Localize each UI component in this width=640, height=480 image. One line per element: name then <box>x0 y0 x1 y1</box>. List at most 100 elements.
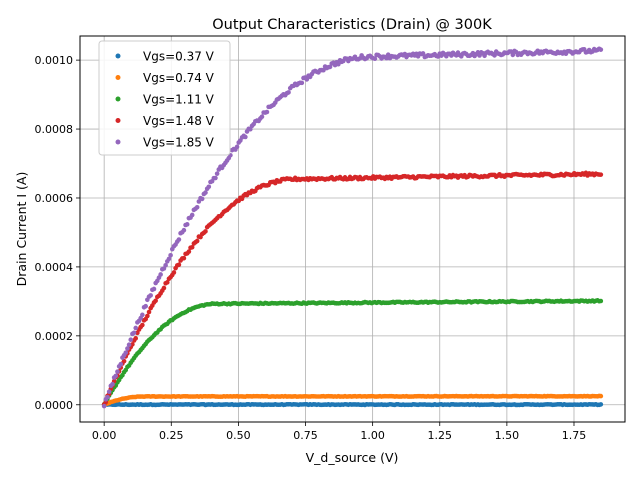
data-point <box>151 286 157 292</box>
y-tick-label: 0.0000 <box>35 399 74 412</box>
data-point <box>130 342 135 347</box>
data-point <box>168 253 173 258</box>
data-point <box>492 53 497 58</box>
data-point <box>166 256 172 262</box>
series-3 <box>101 298 604 407</box>
data-point <box>304 77 310 82</box>
legend-label: Vgs=0.74 V <box>143 71 215 85</box>
data-point <box>189 212 195 218</box>
data-point <box>163 263 168 268</box>
data-point <box>420 51 426 56</box>
data-point <box>158 272 163 277</box>
data-point <box>126 342 132 348</box>
data-point <box>203 229 208 234</box>
x-tick-label: 1.50 <box>495 429 520 442</box>
data-point <box>598 402 604 407</box>
y-axis-label: Drain Current I (A) <box>14 172 29 287</box>
data-point <box>125 346 130 351</box>
y-tick-label: 0.0004 <box>35 261 74 274</box>
data-point <box>186 249 192 254</box>
legend-marker <box>115 75 121 80</box>
data-point <box>181 227 187 233</box>
data-point <box>181 255 187 261</box>
series-layer <box>101 46 604 409</box>
legend-marker <box>115 53 121 59</box>
y-tick-label: 0.0010 <box>35 54 74 67</box>
data-point <box>148 293 153 298</box>
legend-marker <box>115 96 121 102</box>
plot-frame <box>79 35 626 423</box>
data-point <box>598 298 604 304</box>
data-point <box>194 238 200 244</box>
data-point <box>143 303 148 309</box>
data-point <box>153 298 158 304</box>
data-point <box>243 134 248 140</box>
data-point <box>336 61 341 67</box>
data-point <box>286 90 291 95</box>
y-tick-label: 0.0006 <box>35 192 74 205</box>
x-tick-label: 0.25 <box>159 429 184 442</box>
data-point <box>105 394 110 400</box>
data-point <box>118 361 124 367</box>
data-point <box>184 222 190 227</box>
y-tick-label: 0.0002 <box>35 330 74 343</box>
series-1 <box>101 401 604 408</box>
data-point <box>214 171 220 176</box>
legend-label: Vgs=1.85 V <box>143 136 215 150</box>
legend-box <box>98 40 231 156</box>
data-point <box>199 196 205 202</box>
x-tick-label: 1.25 <box>428 429 453 442</box>
series-2 <box>101 393 604 407</box>
legend-marker <box>115 118 121 123</box>
data-point <box>299 80 305 86</box>
data-point <box>321 67 326 73</box>
data-point <box>121 358 127 364</box>
data-point <box>123 350 129 355</box>
data-point <box>133 336 139 341</box>
legend-label: Vgs=0.37 V <box>143 50 215 64</box>
x-tick-label: 1.00 <box>360 429 385 442</box>
data-point <box>161 285 167 291</box>
legend-label: Vgs=1.48 V <box>143 114 215 128</box>
legend: Vgs=0.37 V Vgs=0.74 V Vgs=1.11 V Vgs=1.48 V… <box>98 40 231 156</box>
data-point <box>264 109 270 115</box>
data-point <box>384 55 389 61</box>
x-tick-label: 0.50 <box>226 429 251 442</box>
data-point <box>234 144 240 150</box>
data-point <box>106 389 112 395</box>
data-point <box>115 369 120 374</box>
data-point <box>194 204 200 210</box>
x-tick-label: 0.00 <box>92 429 117 442</box>
data-point <box>372 56 378 61</box>
data-point <box>510 52 516 58</box>
axis-ticks: 0.00 0.25 0.50 0.75 1.00 1.25 1.50 1.75 0.0000 0.… <box>35 54 587 442</box>
data-point <box>140 312 145 318</box>
x-axis-label: V_d_source (V) <box>306 450 399 465</box>
data-point <box>146 309 152 315</box>
data-point <box>110 381 115 387</box>
data-point <box>145 313 150 319</box>
chart-title: Output Characteristics (Drain) @ 300K <box>212 17 492 33</box>
x-tick-label: 1.75 <box>562 429 587 442</box>
data-point <box>213 175 218 181</box>
x-tick-label: 0.75 <box>293 429 318 442</box>
data-point <box>176 237 182 242</box>
data-point <box>598 172 604 177</box>
data-point <box>164 280 170 285</box>
data-point <box>113 373 119 379</box>
data-point <box>128 337 134 343</box>
data-point <box>131 330 137 336</box>
data-point <box>189 244 195 250</box>
data-point <box>171 270 177 275</box>
data-point <box>598 47 604 52</box>
data-point <box>133 325 139 331</box>
data-point <box>101 403 107 409</box>
data-point <box>203 190 208 195</box>
series-5 <box>101 46 604 409</box>
legend-marker <box>115 139 121 145</box>
data-point <box>176 262 182 268</box>
data-point <box>140 322 145 328</box>
y-tick-label: 0.0008 <box>35 123 74 136</box>
legend-label: Vgs=1.11 V <box>143 93 215 107</box>
